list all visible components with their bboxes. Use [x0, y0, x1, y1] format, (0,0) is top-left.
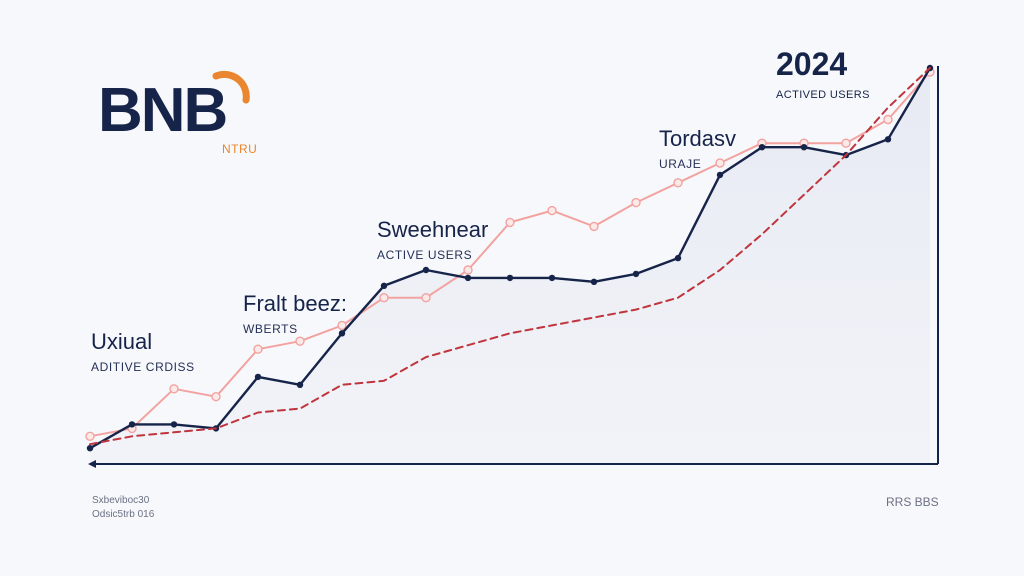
series-1-point-3 [169, 384, 179, 394]
area-layer [90, 68, 930, 464]
footer-left-line2: Odsic5trb 016 [92, 509, 155, 520]
series-2-area [90, 68, 930, 464]
series-1-point-14 [631, 197, 641, 208]
series-2-point-16 [716, 171, 724, 179]
series-1-point-11 [505, 217, 515, 228]
series-2-point-8 [380, 282, 388, 289]
footer-left-line1: Sxbeviboc30 [92, 495, 150, 506]
x-axis-arrow [88, 460, 96, 468]
series-layer [85, 64, 935, 452]
series-2-point-13 [590, 278, 598, 285]
series-2-point-1 [86, 445, 94, 452]
series-3-line [89, 67, 931, 446]
series-2-point-6 [296, 381, 304, 388]
annotation-3-subtitle: ACTIVE USERS [377, 248, 473, 263]
year-label: 2024 ACTIVED USERS [776, 46, 870, 101]
annotation-4-title: Tordasv [659, 126, 737, 151]
series-2-point-5 [254, 373, 262, 381]
annotation-4: Tordasv URAJE [659, 126, 737, 172]
series-2-point-17 [758, 144, 766, 151]
series-1-point-13 [589, 221, 599, 232]
footer-left: Sxbeviboc30 Odsic5trb 016 [92, 494, 154, 522]
series-1-point-7 [337, 320, 347, 331]
logo-subtitle: NTRU [222, 142, 258, 156]
series-1-point-10 [463, 265, 473, 275]
series-2-point-10 [464, 274, 472, 282]
series-2-point-15 [674, 254, 682, 262]
series-2-point-14 [632, 270, 640, 278]
series-1-point-12 [547, 205, 557, 216]
series-2-point-7 [338, 330, 346, 337]
series-2-point-18 [800, 144, 808, 151]
series-2-point-3 [170, 421, 178, 428]
series-1-point-5 [253, 344, 263, 354]
series-1-point-20 [883, 114, 893, 125]
series-2-point-2 [128, 421, 136, 428]
axis-layer [88, 66, 939, 468]
logo-arc-icon [212, 70, 250, 104]
year-subtitle: ACTIVED USERS [776, 89, 870, 101]
series-1-point-1 [85, 431, 95, 441]
annotation-1: Uxiual ADITIVE CRDISS [91, 329, 195, 375]
series-1-point-8 [379, 293, 389, 303]
annotation-1-title: Uxiual [91, 329, 153, 354]
series-1-point-6 [295, 336, 305, 346]
series-1-point-19 [841, 138, 851, 148]
series-1-point-16 [715, 158, 725, 168]
annotation-2-subtitle: WBERTS [243, 322, 298, 337]
annotation-3: Sweehnear ACTIVE USERS [377, 217, 489, 263]
annotation-3-title: Sweehnear [377, 217, 489, 242]
year-title: 2024 [776, 46, 848, 82]
annotation-2-title: Fralt beez: [243, 291, 347, 316]
logo-text: BNB [98, 76, 228, 145]
annotation-2: Fralt beez: WBERTS [243, 291, 347, 337]
series-2-point-12 [548, 274, 556, 282]
annotation-4-subtitle: URAJE [659, 157, 702, 172]
brand-logo: BNB [98, 76, 228, 145]
series-2-point-20 [884, 136, 892, 143]
series-2-point-9 [422, 266, 430, 274]
series-1-point-4 [211, 392, 221, 402]
series-1-point-9 [421, 293, 431, 303]
footer-right: RRS BBS [886, 495, 939, 509]
series-1-point-15 [673, 178, 683, 188]
annotation-1-subtitle: ADITIVE CRDISS [91, 360, 195, 375]
series-2-point-11 [506, 274, 514, 282]
